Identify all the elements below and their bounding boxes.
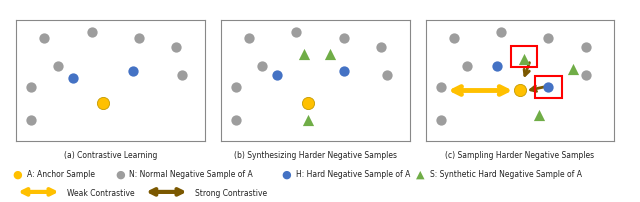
Text: N: Normal Negative Sample of A: N: Normal Negative Sample of A <box>129 170 253 179</box>
Point <box>26 85 36 88</box>
Point <box>244 37 254 40</box>
Point <box>449 37 459 40</box>
Point <box>134 37 144 40</box>
Point <box>534 113 544 116</box>
Point <box>436 85 446 88</box>
Point <box>492 65 502 68</box>
Point <box>172 45 182 48</box>
Point <box>299 53 309 56</box>
Point <box>581 45 591 48</box>
Point <box>382 73 392 76</box>
Point <box>581 73 591 76</box>
Point <box>518 57 529 61</box>
Point <box>231 118 241 121</box>
Point <box>231 85 241 88</box>
Point <box>291 31 301 34</box>
Point <box>128 69 138 73</box>
Point <box>272 73 282 76</box>
Point <box>98 101 108 104</box>
Text: ▲: ▲ <box>416 170 424 180</box>
Point <box>376 45 387 48</box>
Point <box>86 31 97 34</box>
Text: Weak Contrastive: Weak Contrastive <box>67 189 135 198</box>
Point <box>68 77 78 80</box>
Point <box>339 37 349 40</box>
Point <box>325 53 335 56</box>
Point <box>436 118 446 121</box>
Point <box>339 69 349 73</box>
Point <box>26 118 36 121</box>
Point <box>303 101 313 104</box>
Point <box>462 65 472 68</box>
Point <box>543 37 554 40</box>
Text: S: Synthetic Hard Negative Sample of A: S: Synthetic Hard Negative Sample of A <box>430 170 582 179</box>
Text: ●: ● <box>282 170 291 180</box>
Text: ●: ● <box>115 170 125 180</box>
Point <box>177 73 188 76</box>
Text: A: Anchor Sample: A: Anchor Sample <box>27 170 95 179</box>
Text: H: Hard Negative Sample of A: H: Hard Negative Sample of A <box>296 170 410 179</box>
Point <box>568 67 578 70</box>
Text: (c) Sampling Harder Negative Samples: (c) Sampling Harder Negative Samples <box>445 151 595 160</box>
Text: ●: ● <box>13 170 22 180</box>
Text: (b) Synthesizing Harder Negative Samples: (b) Synthesizing Harder Negative Samples <box>234 151 397 160</box>
Point <box>52 65 63 68</box>
Point <box>257 65 268 68</box>
Point <box>303 118 313 121</box>
Text: Strong Contrastive: Strong Contrastive <box>195 189 268 198</box>
Point <box>39 37 49 40</box>
Point <box>543 85 554 88</box>
Point <box>496 31 506 34</box>
Text: (a) Contrastive Learning: (a) Contrastive Learning <box>64 151 157 160</box>
Point <box>515 89 525 92</box>
